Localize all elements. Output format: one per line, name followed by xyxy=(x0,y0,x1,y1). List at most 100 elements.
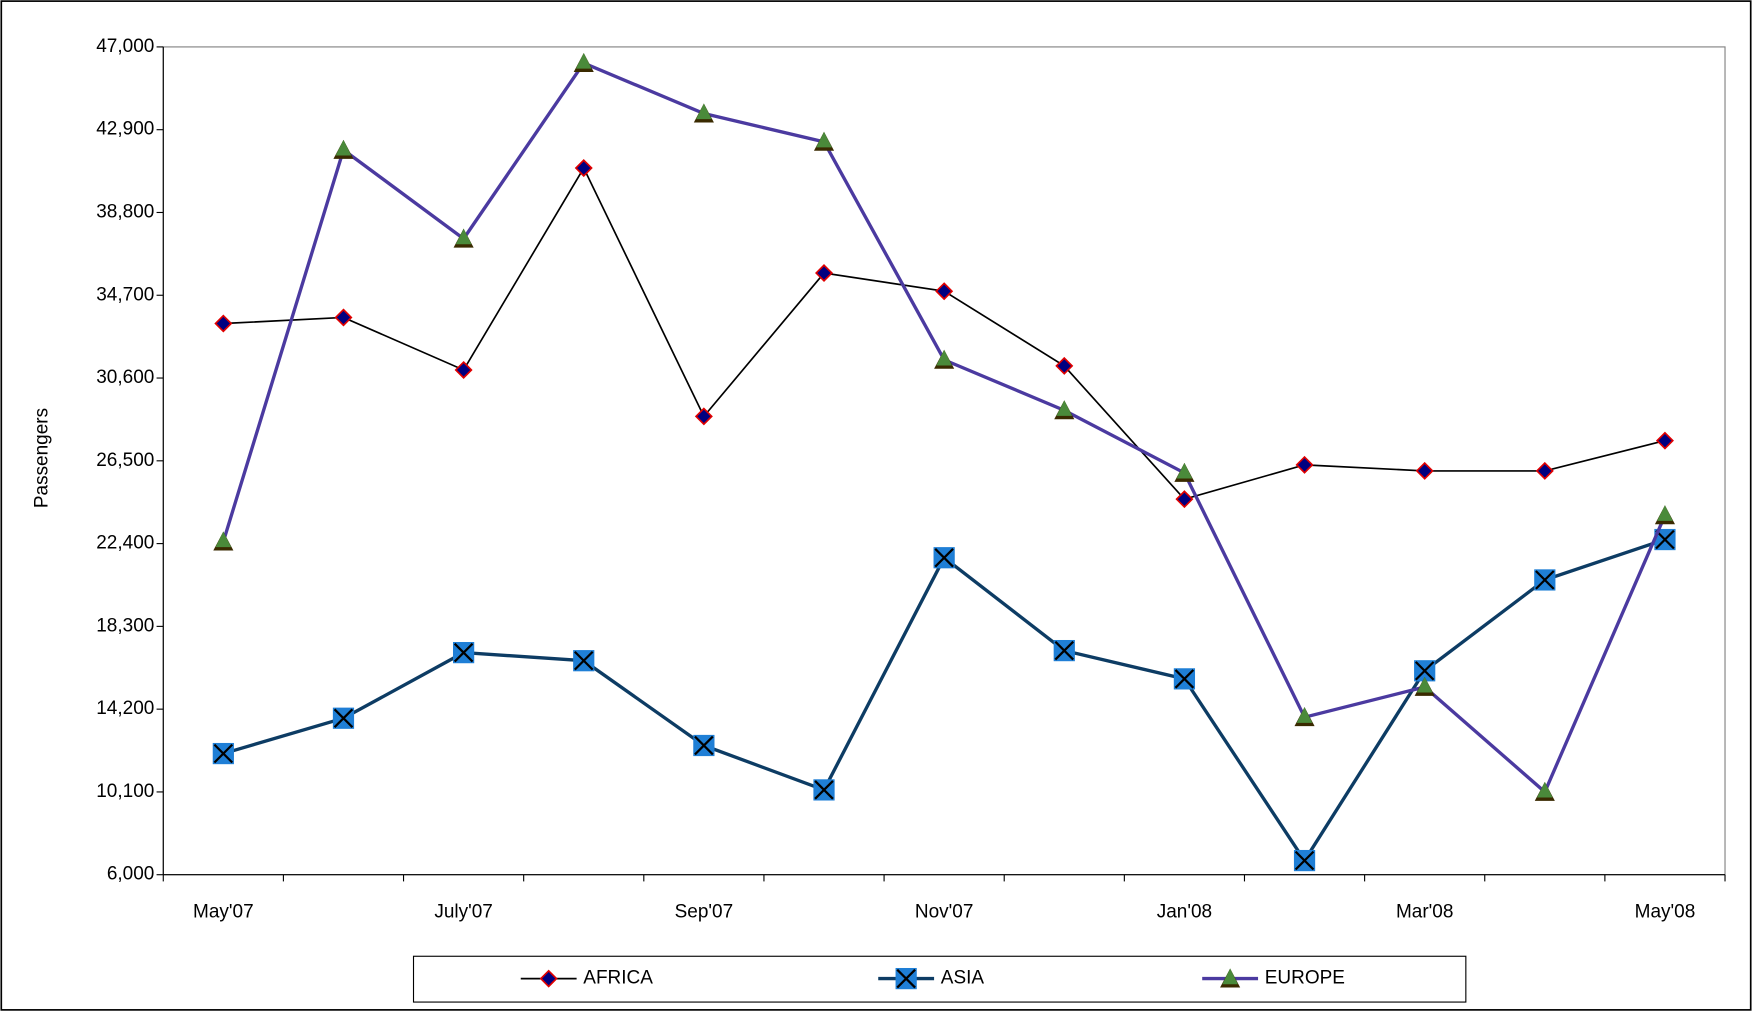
marker-cross xyxy=(333,708,354,728)
marker-shape xyxy=(1415,461,1434,480)
marker-cross xyxy=(1414,661,1435,681)
marker xyxy=(453,228,474,248)
marker xyxy=(693,734,715,757)
marker xyxy=(813,779,835,801)
marker xyxy=(214,314,233,333)
marker-cross xyxy=(1535,570,1555,590)
marker-shape xyxy=(454,360,473,379)
y-tick-label: 47,000 xyxy=(96,36,154,57)
marker-shape xyxy=(1657,505,1673,521)
marker-shape xyxy=(1176,462,1193,479)
legend-label: EUROPE xyxy=(1265,968,1345,989)
marker xyxy=(539,969,558,988)
marker-shape xyxy=(1055,356,1074,375)
x-tick-label: July'07 xyxy=(434,902,493,923)
marker xyxy=(454,360,473,379)
marker xyxy=(1655,431,1674,450)
x-tick-label: Jan'08 xyxy=(1157,902,1212,923)
marker xyxy=(1534,781,1555,801)
x-tick-label: Sep'07 xyxy=(675,902,734,923)
marker xyxy=(1294,707,1315,727)
y-tick-label: 14,200 xyxy=(96,698,154,719)
marker xyxy=(332,707,355,729)
marker xyxy=(693,103,714,123)
x-tick-label: May'07 xyxy=(193,902,254,923)
marker xyxy=(1534,569,1556,591)
marker-shape xyxy=(215,531,232,548)
marker xyxy=(1654,528,1676,551)
y-tick-label: 34,700 xyxy=(96,284,154,305)
marker xyxy=(1174,462,1195,482)
marker-shape xyxy=(936,349,952,366)
marker-shape xyxy=(455,228,472,245)
marker-cross xyxy=(1294,850,1315,871)
marker xyxy=(213,531,234,551)
marker-shape xyxy=(815,264,834,283)
marker-shape xyxy=(335,139,352,156)
marker xyxy=(933,547,955,569)
marker xyxy=(333,139,354,159)
marker-cross xyxy=(213,743,234,764)
y-tick-label: 10,100 xyxy=(96,781,154,802)
marker-shape xyxy=(1535,461,1554,480)
marker xyxy=(694,407,713,426)
marker xyxy=(1220,968,1241,988)
marker xyxy=(1053,639,1075,662)
marker xyxy=(895,967,917,990)
marker xyxy=(1415,461,1434,480)
marker-shape xyxy=(694,407,713,426)
marker xyxy=(1175,490,1194,509)
y-tick-label: 42,900 xyxy=(96,119,154,140)
marker xyxy=(1054,400,1075,420)
marker xyxy=(452,642,475,664)
marker-cross xyxy=(694,735,714,756)
marker-shape xyxy=(574,159,593,178)
marker-cross xyxy=(896,968,916,989)
marker-shape xyxy=(1296,707,1313,723)
marker-cross xyxy=(934,547,954,568)
x-tick-label: May'08 xyxy=(1635,902,1696,923)
marker-shape xyxy=(214,314,233,333)
y-tick-label: 38,800 xyxy=(96,201,154,222)
x-tick-label: Mar'08 xyxy=(1396,902,1453,923)
legend-label: AFRICA xyxy=(583,968,653,989)
marker-shape xyxy=(696,103,712,120)
marker-shape xyxy=(1536,781,1553,798)
marker xyxy=(813,131,835,151)
marker xyxy=(1654,505,1676,525)
marker-shape xyxy=(334,308,353,327)
marker-shape xyxy=(1175,490,1194,509)
marker xyxy=(573,650,595,672)
y-tick-label: 22,400 xyxy=(96,533,154,554)
marker-cross xyxy=(1655,529,1675,550)
marker xyxy=(212,742,234,765)
marker-shape xyxy=(575,53,592,69)
marker xyxy=(573,53,594,73)
marker xyxy=(334,308,353,327)
marker xyxy=(815,264,834,283)
marker xyxy=(1055,356,1074,375)
marker xyxy=(1295,455,1314,474)
marker-shape xyxy=(1056,400,1073,416)
marker xyxy=(934,349,955,369)
marker-cross xyxy=(814,780,834,800)
marker xyxy=(1414,676,1435,696)
y-tick-label: 6,000 xyxy=(107,864,155,885)
marker xyxy=(935,282,954,301)
legend-box xyxy=(412,955,1467,1003)
marker-shape xyxy=(935,282,954,301)
marker-shape xyxy=(1222,968,1238,985)
marker xyxy=(1293,849,1316,872)
marker-shape xyxy=(1655,431,1674,450)
legend-label: ASIA xyxy=(941,968,985,989)
y-tick-label: 18,300 xyxy=(96,615,154,636)
marker-shape xyxy=(539,969,558,988)
y-axis-title: Passengers xyxy=(32,408,53,508)
marker-shape xyxy=(816,131,832,148)
marker-cross xyxy=(574,650,594,671)
marker-cross xyxy=(1174,669,1195,689)
marker-cross xyxy=(1054,640,1075,661)
